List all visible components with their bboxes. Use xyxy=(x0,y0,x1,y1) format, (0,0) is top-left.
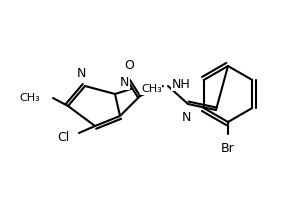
Text: Br: Br xyxy=(221,142,235,155)
Text: N: N xyxy=(181,111,191,124)
Text: N: N xyxy=(76,67,86,80)
Text: CH₃: CH₃ xyxy=(141,84,162,94)
Text: CH₃: CH₃ xyxy=(19,93,40,103)
Text: O: O xyxy=(124,59,134,72)
Text: N: N xyxy=(120,76,129,89)
Text: Cl: Cl xyxy=(57,131,69,144)
Text: NH: NH xyxy=(172,78,191,90)
